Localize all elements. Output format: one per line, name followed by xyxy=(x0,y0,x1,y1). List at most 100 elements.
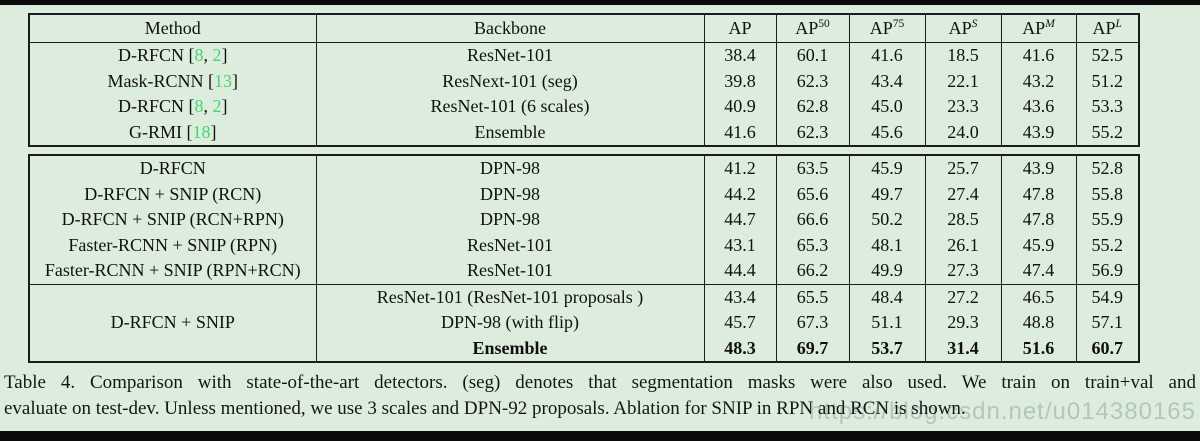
ap-value-cell: 55.2 xyxy=(1075,232,1140,258)
column-header-ap50: AP50 xyxy=(775,14,850,43)
table-row: Faster-RCNN + SNIP (RPN+RCN) ResNet-101 44… xyxy=(28,258,1140,284)
ap-value-cell: 44.2 xyxy=(703,181,777,207)
table-row: DPN-98 (with flip) 45.7 67.3 51.1 29.3 48.8 57… xyxy=(29,310,1140,336)
column-header-apl: APL xyxy=(1075,14,1140,43)
column-header-backbone: Backbone xyxy=(315,14,705,43)
method-cell: D-RFCN xyxy=(28,155,317,182)
ap-value-cell: 43.6 xyxy=(1000,94,1077,120)
column-header-ap75: AP75 xyxy=(848,14,926,43)
backbone-cell: DPN-98 xyxy=(315,181,705,207)
ap-value-cell: 44.7 xyxy=(703,207,777,233)
method-cell: G-RMI [18] xyxy=(28,119,317,146)
ap-value-cell: 53.3 xyxy=(1075,94,1140,120)
ap-value-cell: 40.9 xyxy=(703,94,777,120)
ap-value-cell: 65.3 xyxy=(775,232,850,258)
ap-value-cell: 43.1 xyxy=(703,232,777,258)
ap-value-cell: 62.8 xyxy=(775,94,850,120)
table-row: Ensemble 48.3 69.7 53.7 31.4 51.6 60.7 xyxy=(29,335,1140,362)
ap-value-cell: 66.2 xyxy=(775,258,850,284)
table-section-sota: Method Backbone AP AP50 AP75 APS APM APL D-RFCN… xyxy=(28,13,1140,147)
method-cell: D-RFCN [8, 2] xyxy=(28,42,317,69)
ap-value-cell: 47.8 xyxy=(1000,207,1077,233)
ap-value-cell: 62.3 xyxy=(775,119,850,146)
table-row: D-RFCN [8, 2] ResNet-101 (6 scales) 40.9 62… xyxy=(28,94,1140,120)
ap-value-cell: 45.0 xyxy=(848,94,926,120)
table-row: D-RFCN [8, 2] ResNet-101 38.4 60.1 41.6 18.5 4… xyxy=(28,42,1140,69)
ap-value-cell: 63.5 xyxy=(775,155,850,182)
backbone-cell: DPN-98 xyxy=(315,155,705,182)
group-snip-body: D-RFCN DPN-98 41.2 63.5 45.9 25.7 43.9 52.8 D-RF… xyxy=(28,155,1140,362)
ap-value-cell: 55.2 xyxy=(1075,119,1140,146)
caption-line-2: evaluate on test-dev. Unless mentioned, … xyxy=(4,398,966,419)
table-row: D-RFCN DPN-98 41.2 63.5 45.9 25.7 43.9 52.8 xyxy=(28,155,1140,182)
ap-value-cell: 41.6 xyxy=(703,119,777,146)
ap-value-cell: 48.1 xyxy=(848,232,926,258)
ap-value-cell: 44.4 xyxy=(703,258,777,284)
ap-value-cell: 50.2 xyxy=(848,207,926,233)
column-header-apm: APM xyxy=(1000,14,1077,43)
ap-value-cell: 41.2 xyxy=(703,155,777,182)
ap-value-cell: 48.8 xyxy=(1000,310,1077,336)
method-cell: D-RFCN + SNIP xyxy=(28,283,317,362)
ap-value-cell: 38.4 xyxy=(703,42,777,69)
table-section-snip: D-RFCN DPN-98 41.2 63.5 45.9 25.7 43.9 52.8 D-RF… xyxy=(28,154,1140,363)
ap-value-cell: 43.2 xyxy=(1000,68,1077,94)
ap-value-cell: 31.4 xyxy=(924,335,1002,362)
ap-value-cell: 24.0 xyxy=(924,119,1002,146)
ap-value-cell: 65.5 xyxy=(775,283,850,310)
ap-value-cell: 45.9 xyxy=(848,155,926,182)
backbone-cell: ResNet-101 (6 scales) xyxy=(315,94,705,120)
ap-value-cell: 25.7 xyxy=(924,155,1002,182)
caption-line-1: Table 4. Comparison with state-of-the-ar… xyxy=(4,372,1196,393)
ap-value-cell: 54.9 xyxy=(1075,283,1140,310)
citation-ref: 13 xyxy=(214,70,232,91)
ap-value-cell: 18.5 xyxy=(924,42,1002,69)
column-header-aps: APS xyxy=(924,14,1002,43)
ap-value-cell: 43.4 xyxy=(703,283,777,310)
method-cell: D-RFCN + SNIP (RCN+RPN) xyxy=(28,207,317,233)
ap-value-cell: 65.6 xyxy=(775,181,850,207)
ap-value-cell: 49.9 xyxy=(848,258,926,284)
ap-value-cell: 60.1 xyxy=(775,42,850,69)
citation-ref: 18 xyxy=(192,121,211,142)
top-black-bar xyxy=(0,0,1200,5)
backbone-cell: Ensemble xyxy=(315,335,705,362)
ap-value-cell: 43.9 xyxy=(1000,155,1077,182)
ap-value-cell: 62.3 xyxy=(775,68,850,94)
ap-value-cell: 55.8 xyxy=(1075,181,1140,207)
backbone-cell: ResNet-101 (ResNet-101 proposals ) xyxy=(315,283,705,310)
table-row: D-RFCN + SNIP (RCN) DPN-98 44.2 65.6 49.7 27.… xyxy=(28,181,1140,207)
method-cell: Faster-RCNN + SNIP (RPN+RCN) xyxy=(28,258,317,284)
ap-value-cell: 48.3 xyxy=(703,335,777,362)
backbone-cell: ResNet-101 xyxy=(315,42,705,69)
ap-value-cell: 60.7 xyxy=(1075,335,1140,362)
column-header-ap: AP xyxy=(703,14,777,43)
citation-ref: 2 xyxy=(212,96,222,117)
ap-value-cell: 51.2 xyxy=(1075,68,1140,94)
ap-value-cell: 28.5 xyxy=(924,207,1002,233)
ap-value-cell: 26.1 xyxy=(924,232,1002,258)
ap-value-cell: 67.3 xyxy=(775,310,850,336)
column-header-method: Method xyxy=(28,14,317,43)
group-sota-body: D-RFCN [8, 2] ResNet-101 38.4 60.1 41.6 18.5 4… xyxy=(28,42,1140,146)
watermark: https://blog.csdn.net/u014380165 xyxy=(809,398,1196,425)
backbone-cell: Ensemble xyxy=(315,119,705,146)
ap-value-cell: 23.3 xyxy=(924,94,1002,120)
ap-value-cell: 52.5 xyxy=(1075,42,1140,69)
ap-value-cell: 56.9 xyxy=(1075,258,1140,284)
ap-value-cell: 55.9 xyxy=(1075,207,1140,233)
citation-ref: 2 xyxy=(212,45,222,66)
ap-value-cell: 45.6 xyxy=(848,119,926,146)
table-row: D-RFCN + SNIP ResNet-101 (ResNet-101 prop… xyxy=(28,283,1140,362)
table-caption: Table 4. Comparison with state-of-the-ar… xyxy=(4,370,1196,422)
backbone-cell: ResNet-101 xyxy=(315,232,705,258)
table-row: G-RMI [18] Ensemble 41.6 62.3 45.6 24.0 43.9 55… xyxy=(28,119,1140,146)
method-cell: Faster-RCNN + SNIP (RPN) xyxy=(28,232,317,258)
citation-ref: 8 xyxy=(194,96,204,117)
method-cell: D-RFCN + SNIP (RCN) xyxy=(28,181,317,207)
ap-value-cell: 22.1 xyxy=(924,68,1002,94)
ap-value-cell: 53.7 xyxy=(848,335,926,362)
backbone-cell: DPN-98 (with flip) xyxy=(315,310,705,336)
backbone-cell: ResNext-101 (seg) xyxy=(315,68,705,94)
method-cell: D-RFCN [8, 2] xyxy=(28,94,317,120)
